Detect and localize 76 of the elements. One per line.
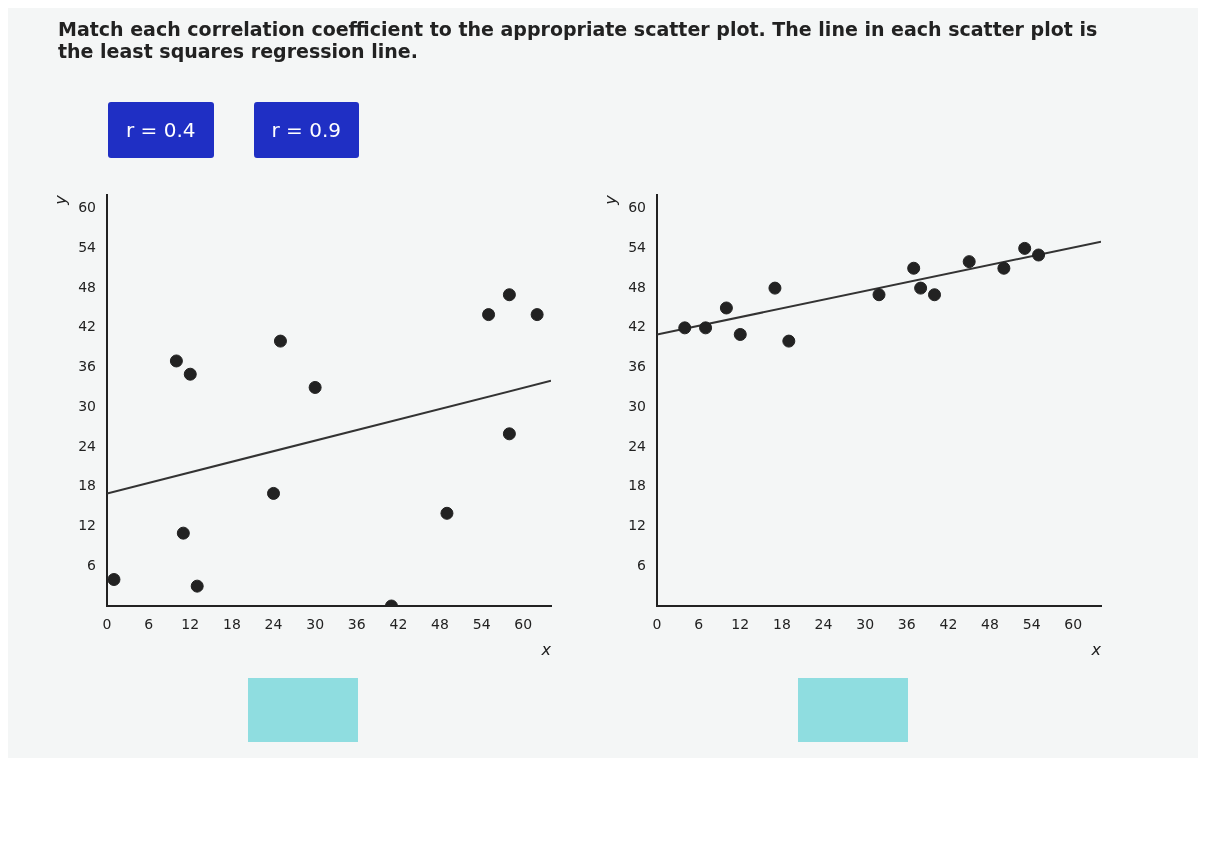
point xyxy=(1018,241,1032,255)
y-tick-label: 54 xyxy=(78,239,97,256)
x-tick-label: 36 xyxy=(897,616,916,633)
point xyxy=(502,288,516,302)
y-tick-label: 60 xyxy=(78,199,97,216)
x-tick-label: 42 xyxy=(939,616,958,633)
x-tick-label: 0 xyxy=(102,616,112,633)
x-tick-label: 18 xyxy=(222,616,241,633)
x-tick-label: 6 xyxy=(144,616,154,633)
x-axis-title: x xyxy=(540,639,552,659)
x-tick-label: 36 xyxy=(347,616,366,633)
point xyxy=(190,579,204,593)
point xyxy=(733,327,747,341)
y-axis-title: y xyxy=(600,194,620,206)
y-tick-label: 36 xyxy=(628,358,647,375)
point xyxy=(719,301,733,315)
x-tick-label: 18 xyxy=(772,616,791,633)
point xyxy=(907,261,921,275)
point xyxy=(169,354,183,368)
x-tick-label: 0 xyxy=(652,616,662,633)
point xyxy=(183,367,197,381)
y-tick-label: 36 xyxy=(78,358,97,375)
point xyxy=(928,288,942,302)
x-tick-label: 54 xyxy=(1022,616,1041,633)
y-tick-label: 42 xyxy=(628,318,647,335)
y-tick-label: 42 xyxy=(78,318,97,335)
point xyxy=(678,321,692,335)
y-tick-label: 48 xyxy=(628,278,647,295)
point xyxy=(440,506,454,520)
x-tick-label: 54 xyxy=(472,616,491,633)
x-tick-label: 6 xyxy=(694,616,704,633)
x-tick-label: 60 xyxy=(514,616,533,633)
x-tick-label: 24 xyxy=(814,616,833,633)
y-tick-label: 6 xyxy=(637,556,647,573)
y-tick-label: 18 xyxy=(628,477,647,494)
y-tick-label: 24 xyxy=(78,437,97,454)
y-tick-label: 18 xyxy=(78,477,97,494)
y-tick-label: 30 xyxy=(628,397,647,414)
x-tick-label: 12 xyxy=(181,616,200,633)
x-tick-label: 48 xyxy=(431,616,449,633)
point xyxy=(914,281,928,295)
y-tick-label: 30 xyxy=(78,397,97,414)
point xyxy=(997,261,1011,275)
point xyxy=(782,334,796,348)
y-axis-title: y xyxy=(50,194,70,206)
point xyxy=(267,486,281,500)
point xyxy=(530,308,544,322)
point xyxy=(699,321,713,335)
y-tick-label: 12 xyxy=(628,517,647,534)
point xyxy=(107,573,121,587)
y-tick-label: 60 xyxy=(628,199,647,216)
point xyxy=(502,427,516,441)
y-tick-label: 48 xyxy=(78,278,97,295)
x-tick-label: 60 xyxy=(1064,616,1083,633)
point xyxy=(273,334,287,348)
y-tick-label: 12 xyxy=(78,517,97,534)
text: r = 0.9 xyxy=(253,102,360,158)
y-tick-label: 24 xyxy=(628,437,647,454)
text: Match each correlation coefficient to the appropriate scatter plot. The line in each scatter plot is the least squares regression line. xyxy=(58,18,1099,62)
point xyxy=(872,288,886,302)
point xyxy=(176,526,190,540)
point xyxy=(962,255,976,269)
x-tick-label: 42 xyxy=(389,616,408,633)
point xyxy=(482,308,496,322)
y-tick-label: 6 xyxy=(87,556,97,573)
point xyxy=(308,380,322,394)
x-tick-label: 30 xyxy=(306,616,325,633)
x-axis-title: x xyxy=(1090,639,1102,659)
x-tick-label: 24 xyxy=(264,616,283,633)
point xyxy=(1032,248,1046,262)
point xyxy=(768,281,782,295)
x-tick-label: 48 xyxy=(981,616,999,633)
x-tick-label: 30 xyxy=(856,616,875,633)
x-tick-label: 12 xyxy=(731,616,750,633)
y-tick-label: 54 xyxy=(628,239,647,256)
text: r = 0.4 xyxy=(108,102,214,158)
